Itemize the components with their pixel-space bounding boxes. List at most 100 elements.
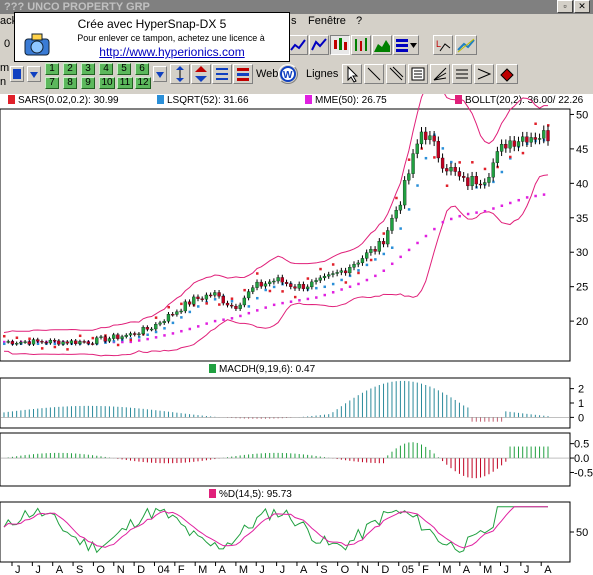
number-button-2[interactable]: 2 [63,63,77,75]
number-button-3[interactable]: 3 [81,63,95,75]
candle-body [466,177,470,187]
candle-body [508,140,512,149]
candle-body [52,339,57,342]
colors-button[interactable] [233,64,253,84]
bar-chart-button[interactable] [351,35,371,55]
candle-body [251,287,255,292]
trend-tool-button[interactable] [455,35,477,55]
candle-body [44,342,48,344]
sar-point [281,290,284,293]
mme-point [374,274,377,278]
candle-body [318,277,322,281]
menu-item-help[interactable]: ? [356,15,363,27]
stamp-link[interactable]: http://www.hyperionics.com [99,45,245,59]
mme-point [433,227,436,231]
lsqrt-point [171,321,175,325]
lsqrt-point [424,156,428,160]
period-button[interactable] [10,66,24,82]
indicator-button[interactable]: L [433,35,453,55]
sar-point [78,334,82,338]
bollinger-upper-line [3,94,549,333]
close-button[interactable]: ✕ [574,0,590,13]
number-button-11[interactable]: 11 [117,77,133,89]
channel-tool-icon[interactable] [452,64,472,84]
lsqrt-point [53,342,57,346]
candle-body [445,168,449,172]
line-tool-icon[interactable] [364,64,384,84]
menu-item-ack[interactable]: ack [0,15,18,27]
number-button-7[interactable]: 7 [45,77,59,89]
price-panel-frame [0,108,571,362]
chart-type-dropdown[interactable] [393,35,419,55]
pointer-tool-icon[interactable] [342,64,362,84]
mme-point [298,299,301,302]
number-button-12[interactable]: 12 [135,77,151,89]
menu-item-window[interactable]: Fenêtre [308,15,346,27]
oscillator-panel-frame [0,432,571,487]
mme-point [475,211,478,214]
eraser-tool-icon[interactable] [496,64,518,84]
area-chart-button[interactable] [372,35,392,55]
row1-prefix: m [0,62,10,74]
menu-item-s[interactable]: s [291,15,297,27]
number-button-4[interactable]: 4 [99,63,113,75]
parallel-lines-icon[interactable] [386,64,406,84]
candle-body [369,249,373,253]
x-axis-label: O [96,564,105,575]
lsqrt-point [230,299,234,303]
x-axis-label: S [76,564,83,575]
x-axis-label: J [259,564,265,575]
x-axis-label: J [280,564,286,575]
mme-point [146,337,149,341]
sar-point [293,295,297,299]
lsqrt-point [374,258,377,261]
lsqrt-point [382,252,386,256]
line-chart-button[interactable] [288,35,308,55]
mme-point [399,255,402,259]
lsqrt-point [416,184,419,187]
number-button-8[interactable]: 8 [63,77,77,89]
linechart2-button[interactable] [309,35,329,55]
lines-label: Lignes [306,68,339,80]
number-button-1[interactable]: 1 [45,63,59,75]
updown-button[interactable] [191,64,211,84]
sar-point [433,156,436,159]
candle-body [204,294,209,300]
restore-button[interactable]: ▫ [557,0,573,13]
sar-point [180,302,183,306]
sar-point [268,289,272,293]
number-button-10[interactable]: 10 [99,77,115,89]
number-button-6[interactable]: 6 [135,63,149,75]
candle-body [537,138,542,140]
arrow-tool-icon[interactable] [474,64,494,84]
list-button[interactable] [212,64,232,84]
period-dropdown[interactable] [27,66,41,82]
sar-point [395,196,398,200]
candle-body [61,341,65,345]
numbers-dropdown[interactable] [153,66,167,82]
mme-point [163,334,166,337]
candle-body [474,176,478,185]
candlestick-button[interactable] [330,35,350,55]
scale-button[interactable] [170,64,190,84]
x-axis-label: M [442,564,451,575]
web-globe-icon[interactable]: W [278,64,298,84]
candle-body [57,340,61,345]
mme-point [137,339,141,342]
chart-area: SARS(0.02,0.2): 30.99 LSQRT(52): 31.66 M… [0,94,593,575]
sar-point [154,316,158,319]
number-button-5[interactable]: 5 [117,63,131,75]
legend-stoch: %D(14,5): 95.73 [209,488,292,502]
candle-body [483,182,487,185]
candle-body [225,302,230,306]
number-button-9[interactable]: 9 [81,77,95,89]
lsqrt-point [492,180,495,184]
x-axis-label: A [219,564,227,575]
candle-body [95,337,99,344]
lsqrt-point [500,170,504,174]
candle-body [386,230,390,245]
candle-body [255,281,259,288]
text-tool-icon[interactable] [408,64,428,84]
sar-point [40,347,44,350]
fan-tool-icon[interactable] [430,64,450,84]
